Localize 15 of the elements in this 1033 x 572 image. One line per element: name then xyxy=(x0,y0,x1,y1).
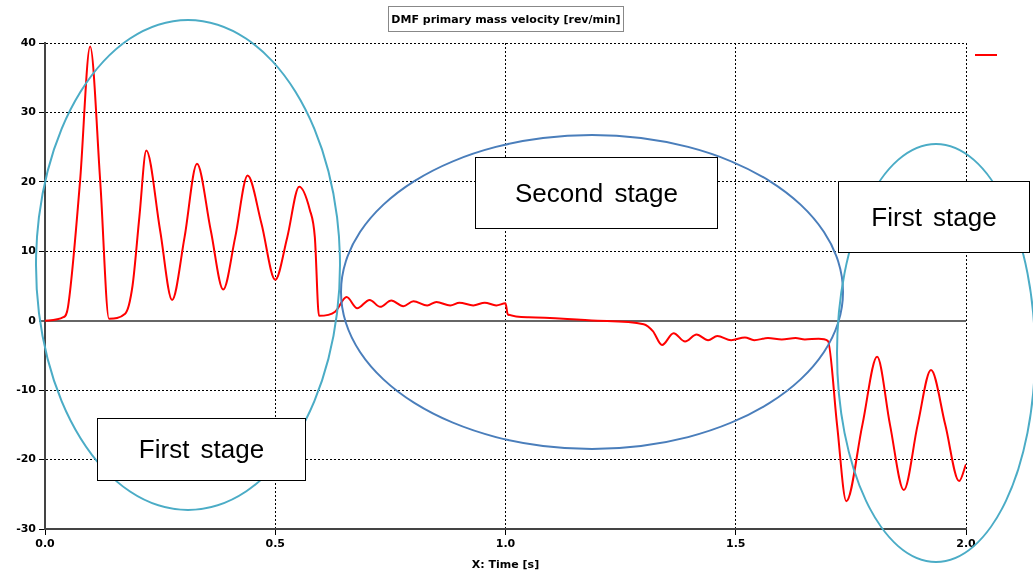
y-tick-label: -20 xyxy=(16,452,37,466)
y-tick-label: 30 xyxy=(20,105,37,119)
x-tick-label: 1.5 xyxy=(726,537,746,551)
x-tick-label: 0.0 xyxy=(35,537,56,551)
y-tick-label: 40 xyxy=(20,35,37,49)
y-tick-label: -10 xyxy=(16,383,37,396)
chart-title: DMF primary mass velocity [rev/min] xyxy=(388,6,624,32)
y-tick-label: 20 xyxy=(20,174,37,188)
x-axis-title: X: Time [s] xyxy=(471,558,540,572)
x-tick-label: 2.0 xyxy=(956,537,977,551)
y-tick-label: -30 xyxy=(16,521,37,535)
x-tick-label: 0.5 xyxy=(265,537,285,551)
y-tick-label: 10 xyxy=(20,244,37,258)
x-tick-label: 1.0 xyxy=(495,537,516,551)
y-tick-label: 0 xyxy=(28,313,37,327)
